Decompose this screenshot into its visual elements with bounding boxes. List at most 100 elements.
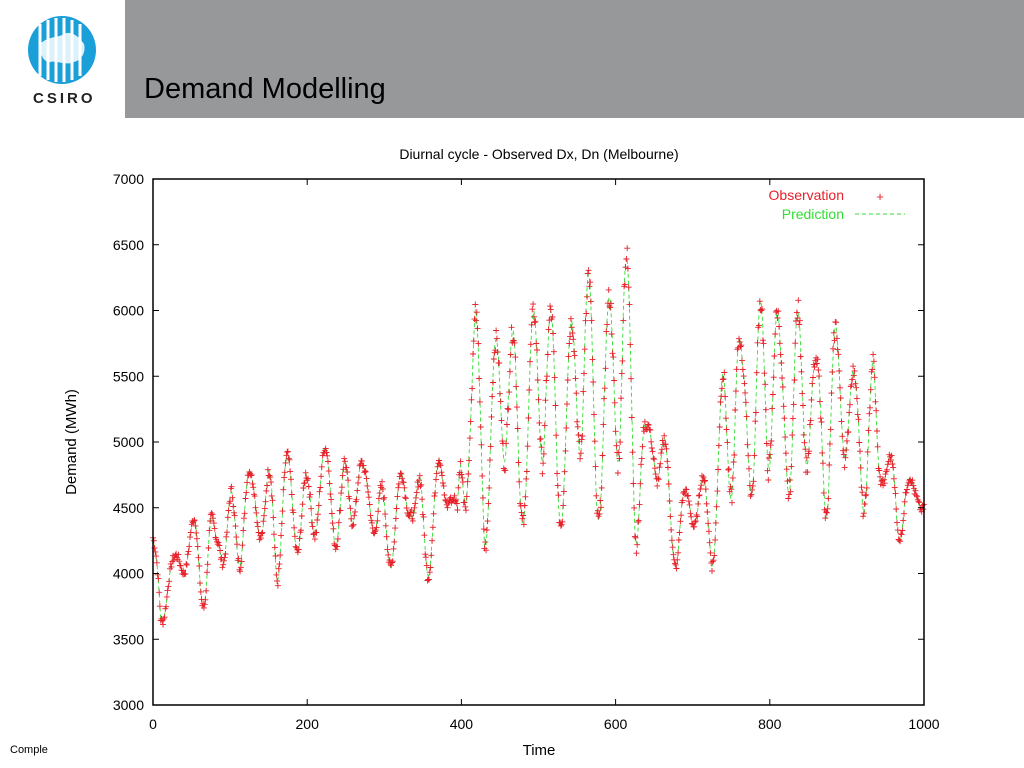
observation-point [745, 452, 752, 459]
observation-point [605, 286, 612, 293]
observation-point [547, 303, 554, 310]
observation-point [534, 347, 540, 353]
observation-point [262, 498, 269, 505]
observation-point [222, 551, 229, 557]
observation-point [523, 468, 530, 475]
observation-point [799, 390, 806, 397]
observation-point [896, 537, 903, 544]
observation-point [729, 499, 735, 506]
observation-point [695, 492, 702, 499]
observation-point [168, 563, 175, 570]
observation-point [796, 317, 803, 324]
observation-point [281, 474, 288, 481]
observation-point [457, 458, 464, 465]
observation-point [389, 558, 396, 565]
observation-point [662, 441, 669, 448]
observation-point [916, 499, 923, 506]
observation-point [382, 522, 389, 529]
observation-point [531, 319, 538, 326]
observation-point [204, 561, 211, 568]
observation-point [701, 478, 708, 485]
observation-point [783, 450, 789, 457]
observation-point [649, 448, 656, 455]
observation-point [224, 514, 231, 521]
observation-point [672, 560, 678, 567]
y-tick-label: 5500 [113, 368, 144, 384]
observation-point [327, 491, 334, 498]
observation-point [664, 458, 671, 465]
plot-frame [152, 178, 925, 706]
csiro-logo-icon [28, 16, 96, 84]
observation-point [673, 565, 680, 572]
observation-point [395, 480, 402, 487]
observation-point [421, 532, 428, 539]
observation-point [416, 472, 423, 479]
observation-point [725, 466, 732, 473]
observation-point [719, 376, 726, 383]
observation-point [857, 464, 864, 471]
observation-point [861, 501, 868, 507]
y-tick-label: 6000 [113, 303, 144, 319]
observation-point [888, 452, 895, 459]
observation-point [554, 470, 560, 477]
observation-point [496, 360, 503, 366]
observation-point [195, 554, 202, 561]
observation-point [362, 468, 369, 475]
observation-point [209, 511, 216, 518]
observation-point [637, 480, 644, 487]
observation-point [473, 317, 479, 324]
observation-point [339, 472, 346, 479]
observation-point [604, 321, 611, 328]
observation-point [864, 448, 871, 455]
observation-point [469, 385, 476, 392]
observation-point [417, 483, 424, 490]
observation-point [675, 549, 682, 556]
observation-point [342, 458, 348, 465]
observation-point [514, 425, 521, 432]
observation-point [630, 480, 637, 487]
observation-point [273, 571, 280, 578]
observation-point [581, 346, 588, 353]
observation-point [826, 462, 833, 468]
observation-point [780, 403, 787, 410]
observation-point [206, 527, 213, 534]
observation-point [850, 363, 857, 370]
observation-point [395, 484, 402, 491]
observation-point [667, 513, 674, 520]
observation-point [304, 477, 311, 484]
observation-point [413, 489, 420, 496]
observation-point [248, 471, 255, 478]
observation-point [165, 583, 172, 590]
observation-point [852, 380, 859, 387]
observation-point [275, 565, 282, 572]
observation-point [510, 337, 517, 344]
observation-point [221, 554, 228, 561]
observation-point [806, 448, 813, 455]
observation-point [326, 480, 333, 487]
observation-point [352, 508, 358, 515]
observation-point [809, 380, 816, 387]
observation-point [294, 549, 301, 556]
observation-point [788, 463, 795, 470]
observation-point [529, 306, 536, 313]
observation-point [816, 373, 823, 380]
observation-point [749, 482, 756, 489]
x-tick-label: 0 [149, 716, 157, 732]
observation-point [706, 539, 713, 546]
observation-point [853, 384, 860, 391]
observation-point [830, 329, 837, 336]
observation-point [281, 469, 288, 476]
observation-point [202, 596, 209, 603]
observation-point [253, 509, 260, 516]
observation-point [239, 542, 246, 549]
observation-point [830, 345, 836, 352]
observation-point [733, 366, 740, 373]
observation-point [470, 338, 477, 345]
observation-point [633, 550, 640, 557]
observation-point [769, 391, 776, 398]
observation-point [568, 324, 575, 331]
observation-point [904, 486, 910, 493]
observation-point [201, 601, 208, 608]
observation-point [846, 409, 853, 416]
observation-point [670, 551, 677, 558]
